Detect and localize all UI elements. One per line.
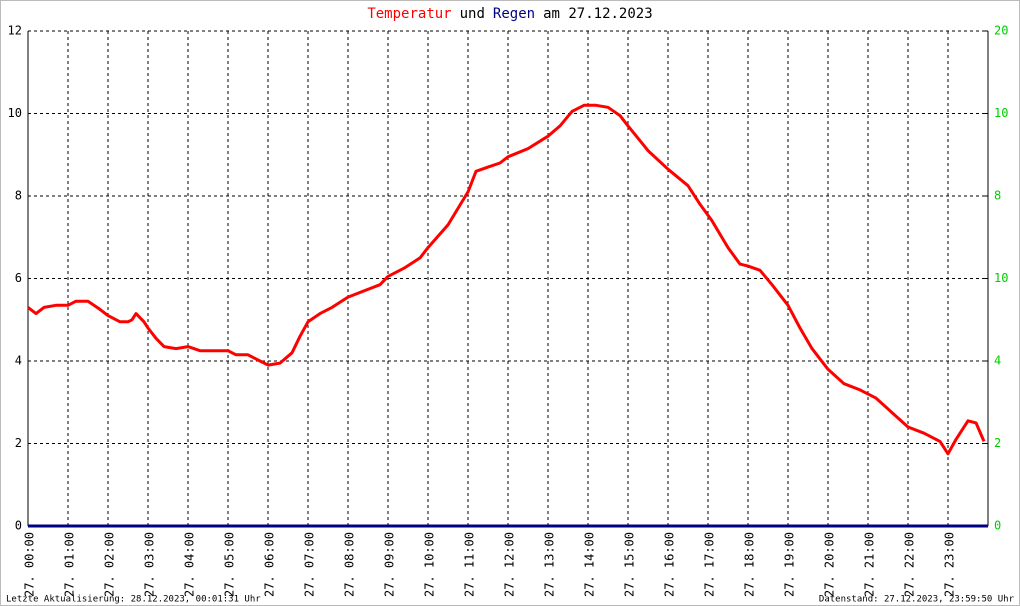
x-tick-label: 27. 13:00 bbox=[543, 532, 557, 597]
chart-title: Temperatur und Regen am 27.12.2023 bbox=[367, 6, 652, 22]
x-tick-label: 27. 12:00 bbox=[503, 532, 517, 597]
y-tick-label: 0 bbox=[15, 519, 22, 533]
y2-tick-label: 2 bbox=[994, 436, 1001, 450]
title-part: und bbox=[460, 6, 485, 22]
y-tick-label: 12 bbox=[8, 24, 22, 38]
x-tick-label: 27. 22:00 bbox=[903, 532, 917, 597]
y-tick-label: 2 bbox=[15, 436, 22, 450]
x-tick-label: 27. 03:00 bbox=[143, 532, 157, 597]
y2-tick-label: 4 bbox=[994, 354, 1001, 368]
x-tick-label: 27. 15:00 bbox=[623, 532, 637, 597]
x-tick-label: 27. 08:00 bbox=[343, 532, 357, 597]
x-tick-label: 27. 00:00 bbox=[23, 532, 37, 597]
x-tick-label: 27. 02:00 bbox=[103, 532, 117, 597]
x-tick-label: 27. 14:00 bbox=[583, 532, 597, 597]
x-tick-label: 27. 16:00 bbox=[663, 532, 677, 597]
y2-tick-label: 0 bbox=[994, 519, 1001, 533]
series-line bbox=[27, 103, 986, 456]
y-tick-label: 4 bbox=[15, 354, 22, 368]
x-tick-label: 27. 04:00 bbox=[183, 532, 197, 597]
y2-tick-label: 10 bbox=[994, 271, 1008, 285]
y-tick-label: 6 bbox=[15, 271, 22, 285]
x-tick-label: 27. 01:00 bbox=[63, 532, 77, 597]
x-tick-label: 27. 21:00 bbox=[863, 532, 877, 597]
x-tick-label: 27. 18:00 bbox=[743, 532, 757, 597]
x-tick-label: 27. 20:00 bbox=[823, 532, 837, 597]
x-tick-label: 27. 05:00 bbox=[223, 532, 237, 597]
x-tick-label: 27. 09:00 bbox=[383, 532, 397, 597]
title-part: Regen bbox=[493, 6, 535, 22]
title-part: Temperatur bbox=[367, 6, 451, 22]
footer-right: Datenstand: 27.12.2023, 23:59:50 Uhr bbox=[819, 595, 1015, 605]
y-tick-label: 10 bbox=[8, 106, 22, 120]
x-tick-label: 27. 07:00 bbox=[303, 532, 317, 597]
x-tick-label: 27. 19:00 bbox=[783, 532, 797, 597]
y2-tick-label: 20 bbox=[994, 24, 1008, 38]
y2-tick-label: 8 bbox=[994, 189, 1001, 203]
footer-left: Letzte Aktualisierung: 28.12.2023, 00:01… bbox=[6, 595, 261, 605]
x-tick-label: 27. 10:00 bbox=[423, 532, 437, 597]
x-tick-label: 27. 17:00 bbox=[703, 532, 717, 597]
x-tick-label: 27. 23:00 bbox=[943, 532, 957, 597]
title-part: am 27.12.2023 bbox=[543, 6, 653, 22]
y2-tick-label: 10 bbox=[994, 106, 1008, 120]
x-tick-label: 27. 06:00 bbox=[263, 532, 277, 597]
y-tick-label: 8 bbox=[15, 189, 22, 203]
x-tick-label: 27. 11:00 bbox=[463, 532, 477, 597]
